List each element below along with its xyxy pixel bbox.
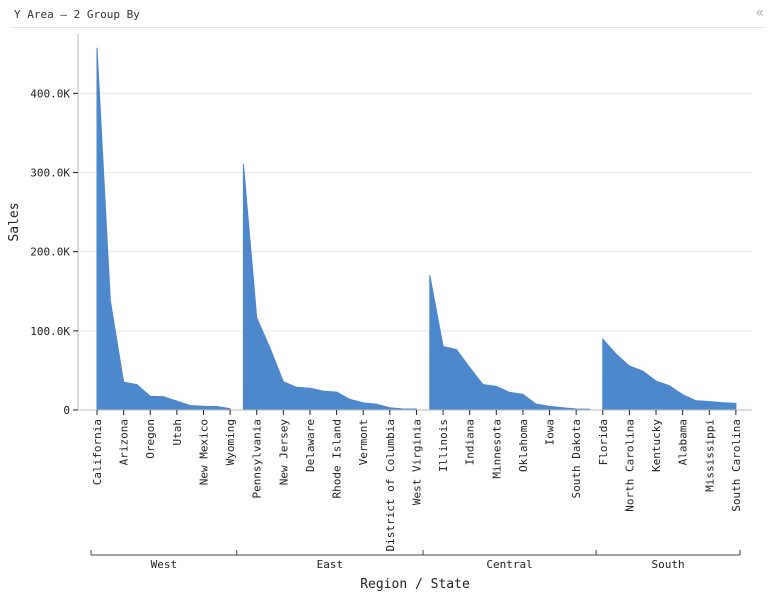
x-tick-label: Vermont: [357, 419, 370, 465]
y-axis-ticks: 0 100.0K 200.0K 300.0K 400.0K: [30, 87, 78, 417]
panel-title: Y Area – 2 Group By: [14, 8, 140, 21]
x-tick-label: West Virginia: [410, 419, 423, 505]
x-tick-label: Mississippi: [703, 419, 716, 492]
x-tick-label: Wyoming: [224, 419, 237, 465]
x-tick-label: California: [91, 419, 104, 485]
x-tick-label: South Carolina: [730, 419, 743, 512]
x-tick-label: Florida: [597, 419, 610, 465]
x-tick-label: Minnesota: [490, 419, 503, 479]
x-tick-label: Kentucky: [650, 419, 663, 472]
x-tick-label: Oregon: [144, 419, 157, 459]
area-west[interactable]: [96, 47, 231, 411]
group-label-west: West: [151, 558, 178, 571]
y-tick-label: 0: [63, 404, 70, 417]
x-tick-label: District of Columbia: [384, 419, 397, 551]
panel-header: Y Area – 2 Group By «: [0, 0, 776, 28]
x-tick-label: South Dakota: [570, 419, 583, 498]
area-south[interactable]: [602, 337, 737, 411]
double-chevron-left-icon[interactable]: «: [755, 5, 764, 21]
grid-lines: [78, 92, 752, 332]
x-tick-label: Iowa: [544, 419, 557, 446]
x-axis-ticks: California Arizona Oregon Utah New Mexico Wyo…: [91, 410, 743, 551]
x-tick-label: Arizona: [118, 419, 131, 465]
group-label-east: East: [317, 558, 344, 571]
x-tick-label: Pennsylvania: [251, 419, 264, 498]
header-divider: [12, 27, 764, 28]
area-series: [96, 47, 737, 411]
x-tick-label: Delaware: [304, 419, 317, 472]
x-tick-label: New Mexico: [198, 419, 211, 485]
x-tick-label: Illinois: [437, 419, 450, 472]
y-tick-label: 300.0K: [30, 167, 70, 180]
group-label-central: Central: [486, 558, 532, 571]
y-tick-label: 200.0K: [30, 246, 70, 259]
area-central[interactable]: [429, 275, 590, 411]
x-tick-label: Indiana: [464, 419, 477, 465]
x-tick-label: Utah: [171, 419, 184, 446]
area-east[interactable]: [242, 163, 417, 411]
y-axis-title: Sales: [7, 202, 22, 241]
axes: [77, 34, 752, 411]
x-tick-label: Oklahoma: [517, 419, 530, 472]
x-tick-label: North Carolina: [623, 419, 636, 512]
x-axis-title: Region / State: [360, 577, 470, 592]
y-tick-label: 400.0K: [30, 87, 70, 100]
x-tick-label: Alabama: [677, 419, 690, 465]
y-tick-label: 100.0K: [30, 325, 70, 338]
group-axis: West East Central South: [90, 550, 741, 571]
x-tick-label: Rhode Island: [331, 419, 344, 498]
x-tick-label: New Jersey: [277, 419, 290, 486]
group-label-south: South: [652, 558, 685, 571]
